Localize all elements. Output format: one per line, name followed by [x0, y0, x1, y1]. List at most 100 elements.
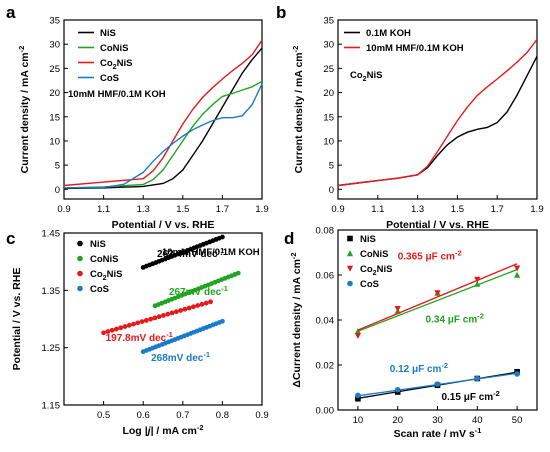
legend-label: NiS — [90, 239, 106, 250]
tafel-point — [165, 311, 171, 317]
legend-marker — [77, 285, 83, 292]
x-tick-label: 0.8 — [216, 410, 229, 421]
tafel-point — [156, 314, 162, 320]
data-point — [434, 290, 441, 297]
y-tick-label: 25 — [323, 64, 334, 75]
data-point — [474, 280, 481, 287]
data-point — [355, 395, 361, 402]
tafel-slope-label: 263.4mV dec-1 — [157, 246, 224, 260]
legend-label: Co2NiS — [100, 58, 132, 71]
panel-a: 0.9 1.1 1.3 1.5 1.7 1.9 0 5 10 15 20 25 30 35 a Potenti… — [6, 3, 269, 231]
x-tick-label: 1.9 — [530, 204, 543, 215]
x-tick-label: 1.7 — [216, 204, 229, 215]
y-axis-title: ΔCurrent density / mA cm-2 — [289, 252, 303, 387]
data-point — [354, 332, 361, 340]
y-tick-label: 0.02 — [316, 361, 335, 372]
x-axis-title: Log |j| / mA cm-2 — [122, 423, 203, 437]
y-tick-label: 25 — [49, 64, 60, 75]
x-tick-label: 1.1 — [371, 204, 384, 215]
legend-label: NiS — [360, 234, 376, 245]
y-tick-label: 1.35 — [42, 286, 61, 297]
plot-frame — [337, 19, 538, 200]
x-tick-label: 1.3 — [137, 204, 150, 215]
series-line-conis — [63, 80, 263, 189]
x-tick-label: 0.5 — [97, 410, 110, 421]
x-tick-label: 40 — [472, 415, 483, 426]
plot-frame — [63, 232, 263, 406]
tafel-point — [126, 322, 132, 328]
x-axis-title: Potential / V vs. RHE — [386, 219, 489, 231]
legend-label: CoS — [360, 279, 379, 290]
y-tick-label: 0.08 — [316, 226, 335, 237]
tafel-point — [199, 301, 205, 307]
tafel-point — [105, 329, 111, 334]
tafel-point — [186, 305, 192, 311]
legend-marker — [346, 250, 354, 257]
y-tick-label: 0 — [55, 185, 60, 196]
legend-label: CoNiS — [90, 254, 119, 265]
legend-marker — [77, 270, 83, 277]
tafel-point — [122, 324, 128, 329]
y-tick-label: 15 — [49, 112, 60, 123]
series-line-cos — [63, 83, 263, 189]
tafel-point — [101, 330, 106, 336]
legend-marker — [347, 280, 353, 287]
tafel-point — [195, 303, 201, 308]
y-tick-label: 5 — [329, 161, 334, 172]
tafel-slope-label: 197.8mV dec-1 — [106, 330, 173, 344]
y-tick-label: 0.00 — [316, 406, 335, 417]
y-tick-label: 1.15 — [42, 401, 61, 412]
data-point — [354, 327, 361, 335]
x-tick-label: 10 — [353, 415, 364, 426]
legend-marker — [77, 255, 83, 262]
data-point — [474, 276, 481, 283]
x-axis-title: Scan rate / mV s-1 — [394, 426, 482, 440]
tafel-point — [208, 299, 213, 305]
y-tick-label: 15 — [323, 112, 334, 123]
legend-label: NiS — [100, 28, 116, 39]
tafel-slope-label: 268mV dec-1 — [151, 350, 210, 364]
x-tick-label: 0.9 — [57, 204, 70, 215]
tafel-point — [169, 310, 175, 316]
y-tick-label: 1.25 — [42, 343, 61, 354]
y-tick-label: 30 — [49, 40, 60, 51]
legend-label: CoNiS — [360, 249, 389, 260]
sample-note: Co2NiS — [350, 70, 382, 83]
series-line-nis — [63, 47, 263, 190]
y-tick-label: 30 — [323, 40, 334, 51]
legend-label: Co2NiS — [90, 269, 122, 282]
legend-label: Co2NiS — [360, 264, 392, 277]
data-point — [514, 265, 521, 272]
panel-letter: d — [284, 229, 294, 248]
x-tick-label: 1.5 — [176, 204, 189, 215]
y-tick-label: 35 — [323, 16, 334, 27]
legend-label: 10mM HMF/0.1M KOH — [366, 43, 464, 54]
tafel-point — [118, 325, 124, 331]
panel-b: 0.9 1.1 1.3 1.5 1.7 1.9 0 5 10 15 20 25 30 35 b Potenti… — [276, 3, 544, 231]
data-point — [355, 392, 361, 399]
x-tick-label: 0.9 — [331, 204, 344, 215]
legend-marker — [347, 235, 353, 242]
tafel-point — [203, 300, 209, 306]
x-tick-label: 1.1 — [97, 204, 110, 215]
x-axis-title: Potential / V vs. RHE — [112, 219, 215, 231]
y-tick-label: 20 — [49, 88, 60, 99]
x-tick-label: 1.7 — [491, 204, 504, 215]
y-tick-label: 20 — [323, 88, 334, 99]
y-axis-title: Current density / mA cm-2 — [291, 46, 305, 174]
legend-marker — [77, 240, 83, 247]
x-tick-label: 0.7 — [176, 410, 189, 421]
y-tick-label: 0.06 — [316, 271, 335, 282]
panel-letter: b — [276, 3, 286, 22]
x-tick-label: 1.9 — [255, 204, 268, 215]
data-point — [514, 371, 520, 377]
tafel-point — [220, 318, 225, 324]
panel-c: 0.5 0.6 0.7 0.8 0.9 1.15 1.25 1.35 1.45 c Log |j| … — [6, 229, 269, 438]
data-point — [394, 386, 401, 393]
tafel-point — [135, 320, 141, 326]
legend-label: 0.1M KOH — [366, 28, 411, 39]
y-tick-label: 10 — [49, 136, 60, 147]
tafel-point — [109, 327, 115, 333]
legend-label: CoS — [90, 284, 109, 295]
